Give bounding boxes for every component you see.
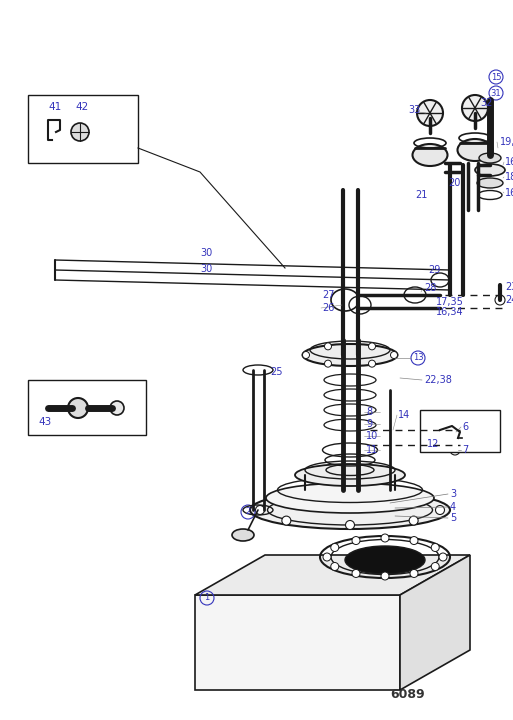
- Bar: [420, 410, 500, 452]
- Text: 25: 25: [270, 367, 283, 377]
- Circle shape: [450, 445, 460, 455]
- Circle shape: [410, 536, 418, 544]
- Text: 4: 4: [450, 502, 456, 512]
- Circle shape: [282, 516, 291, 525]
- Ellipse shape: [479, 153, 501, 163]
- Text: 6: 6: [462, 422, 468, 432]
- Text: 41: 41: [48, 102, 61, 112]
- Ellipse shape: [232, 529, 254, 541]
- Circle shape: [282, 495, 291, 504]
- Text: 8: 8: [366, 407, 372, 417]
- Circle shape: [368, 360, 376, 367]
- Circle shape: [436, 505, 444, 515]
- Text: 21: 21: [415, 190, 427, 200]
- Ellipse shape: [412, 144, 447, 166]
- Ellipse shape: [475, 164, 505, 176]
- Text: 10: 10: [366, 431, 378, 441]
- Circle shape: [409, 495, 418, 504]
- Circle shape: [345, 490, 354, 500]
- Text: 17,35: 17,35: [436, 297, 464, 307]
- Ellipse shape: [295, 464, 405, 486]
- Circle shape: [303, 351, 309, 359]
- Circle shape: [352, 570, 360, 577]
- Circle shape: [390, 351, 398, 359]
- Text: 42: 42: [75, 102, 88, 112]
- Circle shape: [325, 360, 331, 367]
- Circle shape: [462, 95, 488, 121]
- Text: 1: 1: [204, 593, 210, 603]
- Ellipse shape: [458, 139, 492, 161]
- Circle shape: [331, 562, 339, 570]
- Circle shape: [417, 100, 443, 126]
- Text: 16,34: 16,34: [436, 307, 464, 317]
- Text: 43: 43: [38, 417, 51, 427]
- Text: 32: 32: [480, 98, 492, 108]
- Text: 26: 26: [322, 303, 334, 313]
- Circle shape: [431, 544, 439, 552]
- Text: 18,36: 18,36: [505, 172, 513, 182]
- Circle shape: [331, 544, 339, 552]
- Text: 9: 9: [366, 419, 372, 429]
- Circle shape: [323, 553, 331, 561]
- Text: 11: 11: [366, 445, 378, 455]
- Text: 16,34: 16,34: [505, 157, 513, 167]
- Text: 6089: 6089: [390, 688, 425, 701]
- Text: 19,37: 19,37: [500, 137, 513, 147]
- Text: 14: 14: [398, 410, 410, 420]
- Circle shape: [368, 343, 376, 350]
- Text: 27: 27: [322, 290, 334, 300]
- Text: 13: 13: [412, 354, 423, 362]
- Circle shape: [439, 553, 447, 561]
- Ellipse shape: [250, 491, 450, 529]
- Circle shape: [345, 521, 354, 529]
- Circle shape: [255, 505, 265, 515]
- Text: 30: 30: [200, 264, 212, 274]
- Bar: [28, 380, 146, 435]
- Polygon shape: [400, 555, 470, 690]
- Circle shape: [325, 343, 331, 350]
- Text: 30: 30: [200, 248, 212, 258]
- Polygon shape: [195, 555, 470, 595]
- Ellipse shape: [345, 546, 425, 574]
- Text: 20: 20: [448, 178, 460, 188]
- Circle shape: [409, 516, 418, 525]
- Circle shape: [71, 123, 89, 141]
- Circle shape: [410, 570, 418, 577]
- Text: 24,40: 24,40: [505, 295, 513, 305]
- Text: 5: 5: [450, 513, 456, 523]
- Text: 2: 2: [245, 508, 251, 516]
- Text: 15: 15: [491, 73, 501, 81]
- Circle shape: [431, 562, 439, 570]
- Text: 23,39: 23,39: [505, 282, 513, 292]
- Circle shape: [381, 572, 389, 580]
- Ellipse shape: [266, 483, 434, 513]
- Text: 29: 29: [428, 265, 440, 275]
- Text: 31: 31: [491, 89, 501, 97]
- Bar: [28, 95, 138, 163]
- Ellipse shape: [303, 344, 398, 366]
- Circle shape: [381, 534, 389, 542]
- Polygon shape: [195, 595, 400, 690]
- Text: 22,38: 22,38: [424, 375, 452, 385]
- Circle shape: [495, 295, 505, 305]
- Text: 7: 7: [462, 445, 468, 455]
- Circle shape: [110, 401, 124, 415]
- Text: 3: 3: [450, 489, 456, 499]
- Text: 16,34: 16,34: [505, 188, 513, 198]
- Text: 28: 28: [424, 283, 437, 293]
- Text: 12: 12: [427, 439, 439, 449]
- Text: 33: 33: [408, 105, 420, 115]
- Circle shape: [352, 536, 360, 544]
- Ellipse shape: [477, 178, 503, 188]
- Circle shape: [68, 398, 88, 418]
